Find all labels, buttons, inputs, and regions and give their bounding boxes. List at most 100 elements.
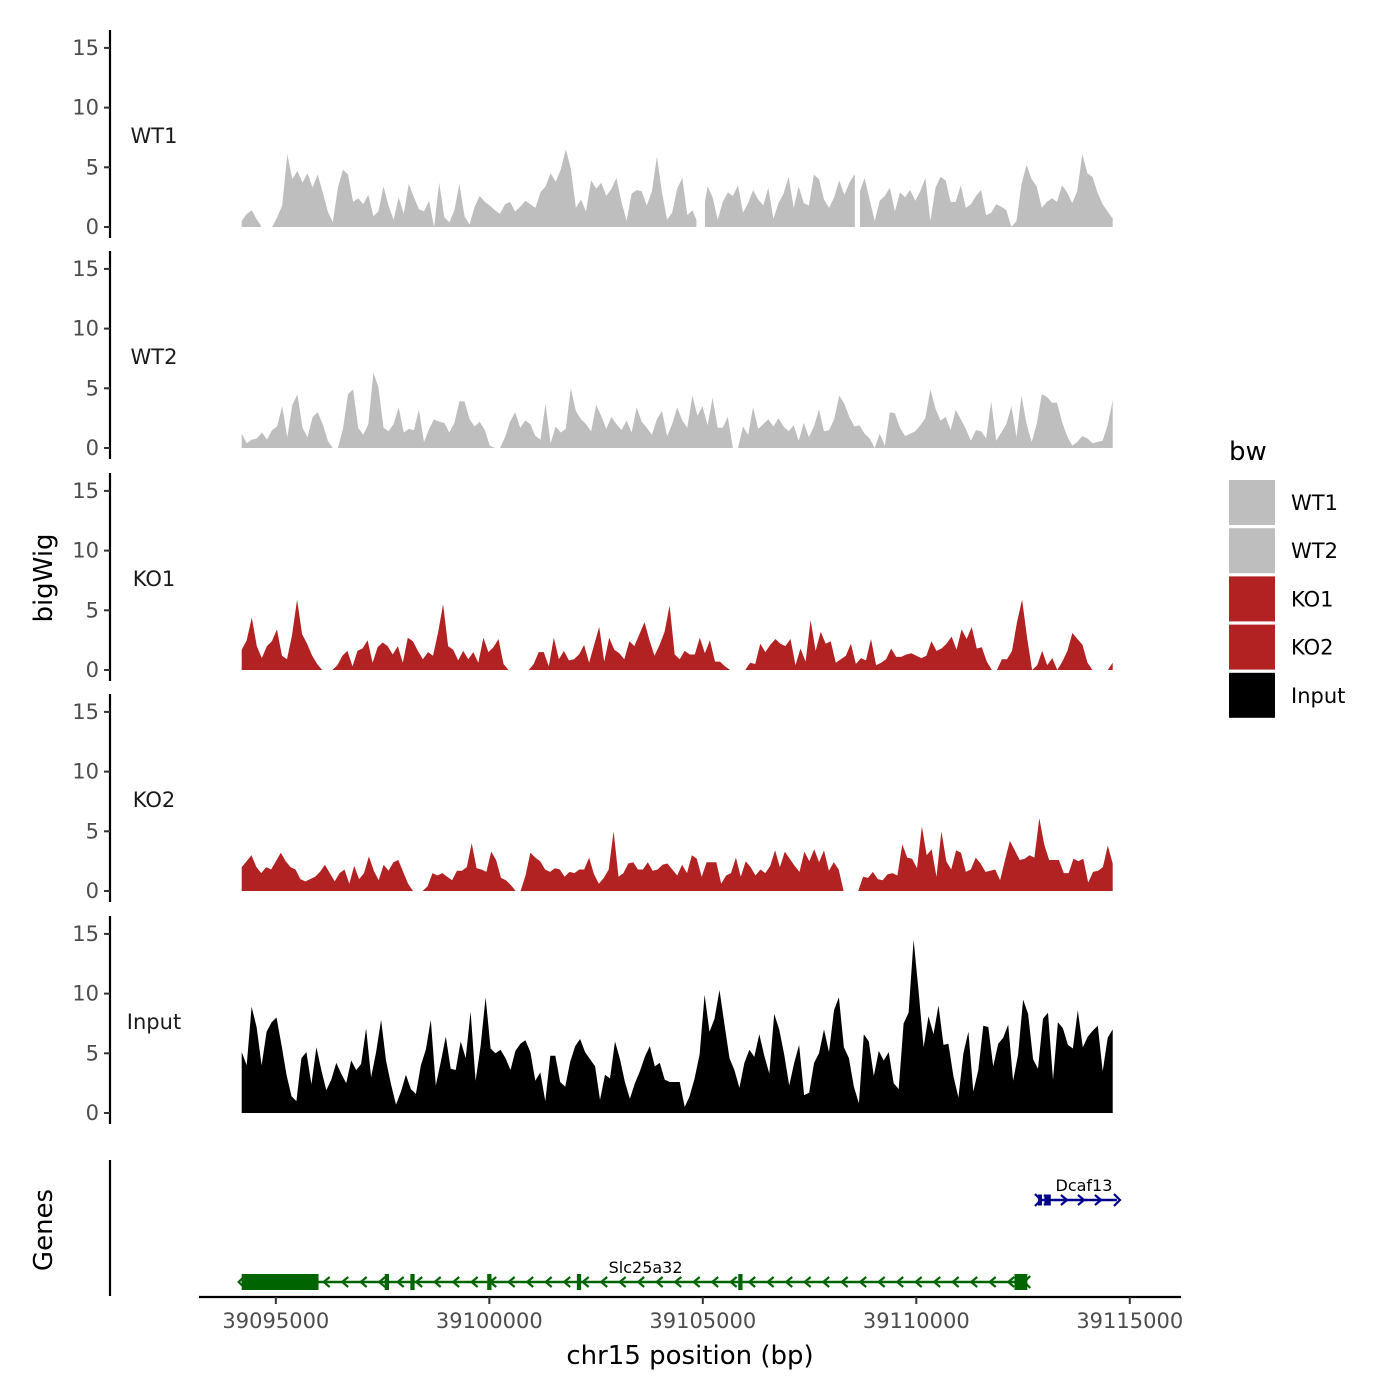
exon [576, 1274, 582, 1290]
strand-chevron [432, 1276, 442, 1288]
y-tick-label: 5 [86, 819, 99, 843]
strand-chevron [321, 1276, 331, 1288]
strand-chevron [673, 1276, 682, 1288]
exon [241, 1274, 319, 1290]
track-label: WT1 [131, 124, 178, 148]
legend-title: bw [1229, 437, 1267, 467]
x-tick-label: 39110000 [863, 1309, 970, 1333]
legend-item-ko1: KO1 [1229, 576, 1334, 622]
strand-chevron [728, 1276, 738, 1288]
strand-chevron [969, 1276, 978, 1288]
strand-chevron [1077, 1194, 1086, 1206]
strand-chevron [839, 1276, 849, 1288]
strand-chevron [895, 1276, 904, 1288]
legend-swatch [1229, 672, 1275, 718]
strand-chevron [950, 1276, 960, 1288]
strand-chevron [821, 1276, 830, 1288]
track-input: 0 5 10 15 Input [72, 916, 1113, 1125]
legend-swatch [1229, 528, 1275, 574]
bigwig-tracks: 0 5 10 15 WT1 0 5 10 15 WT2 0 5 10 15 KO1 0 5 10 15 KO2 0 5 10… [72, 30, 1113, 1125]
track-wt2: 0 5 10 15 WT2 [72, 251, 1113, 460]
strand-chevron [599, 1276, 608, 1288]
strand-chevron [469, 1276, 479, 1288]
legend-label: Input [1291, 684, 1345, 708]
legend-item-input: Input [1229, 672, 1345, 718]
y-tick-label: 5 [86, 1041, 99, 1065]
strand-chevron [876, 1276, 886, 1288]
strand-chevron [562, 1276, 571, 1288]
y-tick-label: 5 [86, 155, 99, 179]
y-tick-label: 15 [72, 36, 99, 60]
y-tick-label: 10 [72, 539, 99, 563]
track-label: WT2 [131, 345, 178, 369]
genes-panel: Slc25a32 Dcaf13 [108, 1160, 1122, 1296]
legend-swatch [1229, 576, 1275, 622]
y-tick-label: 15 [72, 479, 99, 503]
signal-gap [854, 30, 860, 228]
gene-dcaf13: Dcaf13 [1034, 1176, 1122, 1207]
exon [1014, 1274, 1028, 1290]
strand-chevron [358, 1276, 368, 1288]
exon [738, 1274, 743, 1290]
strand-chevron [377, 1276, 386, 1288]
strand-chevron [451, 1276, 460, 1288]
y-tick-label: 10 [72, 96, 99, 120]
y-tick-label: 0 [86, 436, 99, 460]
strand-chevron [1060, 1194, 1069, 1206]
exon [410, 1274, 415, 1290]
legend: bw WT1 WT2 KO1 KO2 Input [1229, 437, 1345, 718]
strand-chevron [1113, 1193, 1122, 1207]
strand-chevron [691, 1276, 701, 1288]
legend-label: WT1 [1291, 491, 1338, 515]
y-tick-label: 0 [86, 215, 99, 239]
exon [1037, 1194, 1042, 1206]
area-wt1 [241, 149, 1113, 227]
strand-chevron [654, 1276, 664, 1288]
strand-chevron [636, 1276, 645, 1288]
area-wt2 [241, 372, 1113, 448]
gene-slc25a32: Slc25a32 [237, 1258, 1032, 1290]
strand-chevron [987, 1276, 997, 1288]
area-input [241, 939, 1113, 1113]
legend-item-ko2: KO2 [1229, 624, 1334, 670]
legend-item-wt1: WT1 [1229, 480, 1338, 525]
track-ko1: 0 5 10 15 KO1 [72, 473, 1113, 682]
gene-label: Slc25a32 [609, 1258, 683, 1277]
strand-chevron [747, 1276, 756, 1288]
y-tick-label: 15 [72, 257, 99, 281]
strand-chevron [802, 1276, 812, 1288]
strand-chevron [765, 1276, 775, 1288]
signal-gap [260, 30, 271, 228]
strand-chevron [580, 1276, 590, 1288]
strand-chevron [340, 1276, 349, 1288]
area-ko2 [241, 818, 1113, 891]
strand-chevron [506, 1276, 516, 1288]
strand-chevron [932, 1276, 941, 1288]
strand-chevron [710, 1276, 719, 1288]
track-wt1: 0 5 10 15 WT1 [72, 30, 1113, 239]
exon [487, 1274, 492, 1290]
strand-chevron [617, 1276, 627, 1288]
strand-chevron [913, 1276, 923, 1288]
genes-axis-title: Genes [29, 1189, 59, 1271]
strand-chevron [858, 1276, 867, 1288]
strand-chevron [543, 1276, 553, 1288]
y-tick-label: 10 [72, 982, 99, 1006]
x-tick-label: 39095000 [222, 1309, 329, 1333]
track-label: KO1 [133, 567, 176, 591]
x-tick-label: 39105000 [649, 1309, 756, 1333]
y-tick-label: 0 [86, 879, 99, 903]
strand-chevron [395, 1276, 405, 1288]
y-tick-label: 15 [72, 922, 99, 946]
area-ko1 [241, 599, 1113, 670]
legend-label: KO2 [1291, 636, 1334, 660]
legend-label: KO1 [1291, 587, 1334, 611]
exon [384, 1274, 389, 1290]
y-tick-label: 0 [86, 658, 99, 682]
y-tick-label: 5 [86, 598, 99, 622]
y-tick-label: 10 [72, 317, 99, 341]
track-ko2: 0 5 10 15 KO2 [72, 694, 1113, 903]
y-tick-label: 15 [72, 700, 99, 724]
track-label: Input [127, 1010, 181, 1034]
